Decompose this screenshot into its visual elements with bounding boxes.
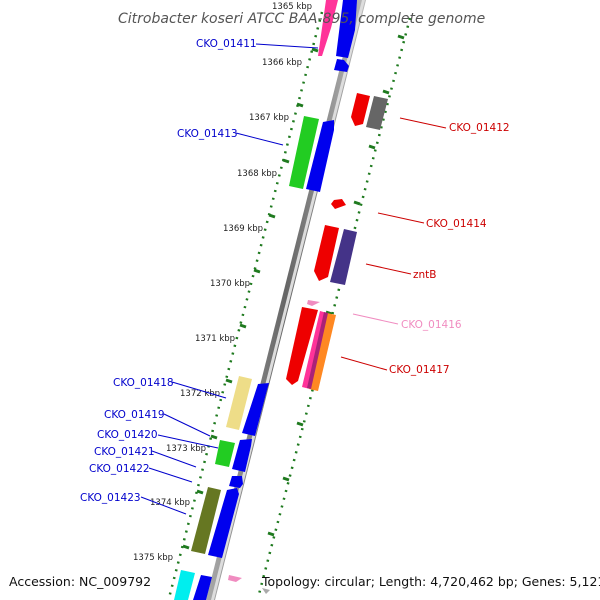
gene-cko-01418b[interactable] — [242, 383, 269, 436]
gene-cko-01411a[interactable] — [318, 0, 338, 56]
gene-labels: CKO_01411 CKO_01413 CKO_01412 CKO_01414 … — [80, 38, 510, 504]
gene-cko-01424b[interactable] — [193, 575, 212, 600]
gene-cko-01421[interactable] — [232, 439, 252, 472]
tick-label: 1369 kbp — [223, 224, 263, 234]
gene-label-cko-01420[interactable]: CKO_01420 — [97, 429, 158, 441]
gene-cko-01424a[interactable] — [174, 570, 195, 600]
gene-label-zntb[interactable]: zntB — [413, 269, 437, 281]
tick-label: 1373 kbp — [166, 444, 206, 454]
gene-cko-01418a[interactable] — [226, 376, 252, 430]
inner-dotted-track — [167, 11, 324, 599]
gene-label-cko-01413[interactable]: CKO_01413 — [177, 128, 238, 140]
reverse-genes — [228, 93, 388, 594]
gene-label-cko-01421[interactable]: CKO_01421 — [94, 446, 155, 458]
gene-label-cko-01411[interactable]: CKO_01411 — [196, 38, 257, 50]
gene-cko-01420[interactable] — [215, 440, 235, 467]
tick-labels: 1365 kbp 1366 kbp 1367 kbp 1368 kbp 1369… — [133, 2, 312, 563]
gene-cko-01417d[interactable] — [307, 312, 328, 389]
gene-cko-01412b[interactable] — [366, 96, 388, 130]
gene-zntb-a[interactable] — [314, 225, 339, 281]
major-ticks-inner — [182, 47, 319, 550]
tick-label: 1374 kbp — [150, 498, 190, 508]
gene-cko-01423a[interactable] — [191, 487, 221, 554]
tick-label: 1375 kbp — [133, 553, 173, 563]
gene-cko-01412a[interactable] — [351, 93, 370, 126]
gene-label-cko-01412[interactable]: CKO_01412 — [449, 122, 510, 134]
accession-text: Accession: NC_009792 — [9, 574, 151, 589]
label-leaders — [140, 43, 447, 515]
map-title: Citrobacter koseri ATCC BAA-895, complet… — [118, 11, 485, 27]
tick-label: 1366 kbp — [262, 58, 302, 68]
tick-label: 1372 kbp — [180, 389, 220, 399]
gene-label-cko-01414[interactable]: CKO_01414 — [426, 218, 487, 230]
gene-cko-01426[interactable] — [262, 588, 270, 594]
gene-cko-01423b[interactable] — [208, 488, 239, 558]
gene-zntb-b[interactable] — [330, 229, 357, 285]
gene-cko-01411c[interactable] — [334, 59, 349, 72]
tick-label: 1365 kbp — [272, 2, 312, 12]
gene-cko-01414[interactable] — [331, 199, 346, 209]
forward-genes — [174, 0, 357, 600]
topology-text: Topology: circular; Length: 4,720,462 bp… — [261, 574, 600, 589]
gene-cko-01416[interactable] — [307, 300, 320, 306]
tick-label: 1367 kbp — [249, 113, 289, 123]
tick-lines — [167, 11, 412, 599]
gene-cko-01413a[interactable] — [289, 116, 319, 189]
gene-label-cko-01416[interactable]: CKO_01416 — [401, 319, 462, 331]
gene-cko-01422[interactable] — [229, 476, 243, 488]
tick-label: 1371 kbp — [195, 334, 235, 344]
gene-cko-01411b[interactable] — [336, 0, 357, 58]
gene-label-cko-01418[interactable]: CKO_01418 — [113, 377, 174, 389]
tick-label: 1368 kbp — [237, 169, 277, 179]
gene-cko-01413b[interactable] — [306, 120, 334, 192]
gene-label-cko-01422[interactable]: CKO_01422 — [89, 463, 150, 475]
gene-label-cko-01417[interactable]: CKO_01417 — [389, 364, 450, 376]
tick-label: 1370 kbp — [210, 279, 250, 289]
gene-label-cko-01423[interactable]: CKO_01423 — [80, 492, 141, 504]
gene-label-cko-01419[interactable]: CKO_01419 — [104, 409, 165, 421]
gene-cko-01425[interactable] — [228, 575, 242, 582]
gene-cko-01417a[interactable] — [286, 307, 318, 385]
gene-cko-01417c[interactable] — [309, 313, 336, 391]
